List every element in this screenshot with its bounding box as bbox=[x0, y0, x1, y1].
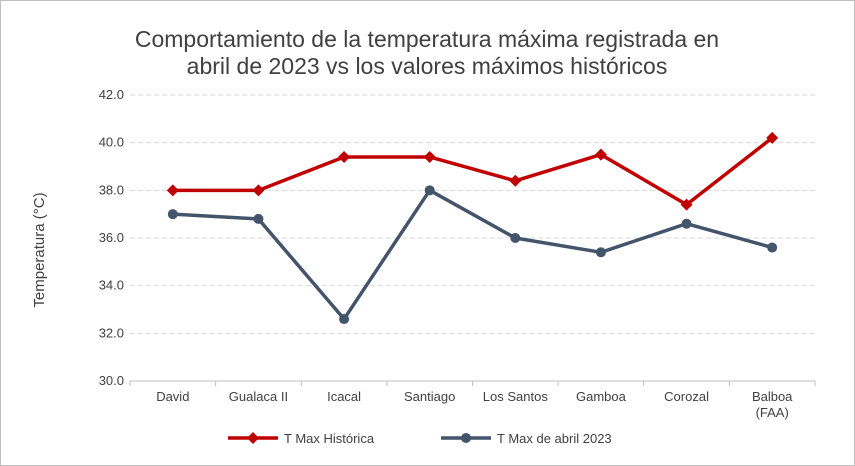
x-tick-label: Balboa bbox=[752, 389, 793, 404]
x-tick-label: Santiago bbox=[404, 389, 455, 404]
y-tick-label: 38.0 bbox=[99, 182, 124, 197]
x-tick-label: Los Santos bbox=[483, 389, 549, 404]
data-point bbox=[167, 209, 178, 220]
y-tick-label: 32.0 bbox=[99, 325, 124, 340]
x-tick-label: Icacal bbox=[327, 389, 361, 404]
y-tick-label: 36.0 bbox=[99, 230, 124, 245]
y-tick-label: 42.0 bbox=[99, 87, 124, 102]
data-point bbox=[594, 148, 607, 161]
data-point bbox=[595, 247, 606, 258]
chart-title-line-2: abril de 2023 vs los valores máximos his… bbox=[187, 53, 668, 79]
data-point bbox=[423, 150, 436, 163]
legend-label: T Max de abril 2023 bbox=[497, 431, 612, 446]
data-point bbox=[510, 233, 521, 243]
data-point bbox=[681, 218, 692, 229]
data-point bbox=[424, 185, 435, 196]
data-point bbox=[339, 314, 350, 325]
legend-marker bbox=[461, 433, 471, 443]
data-point bbox=[767, 242, 778, 253]
data-point bbox=[680, 198, 693, 211]
legend-label: T Max Histórica bbox=[284, 431, 375, 446]
y-tick-label: 34.0 bbox=[99, 278, 124, 293]
data-point bbox=[166, 184, 179, 197]
x-tick-label: Corozal bbox=[664, 389, 709, 404]
legend-marker bbox=[247, 432, 259, 444]
x-tick-label: Gualaca II bbox=[229, 389, 288, 404]
data-point bbox=[252, 184, 265, 197]
y-tick-label: 30.0 bbox=[99, 373, 124, 388]
x-tick-label: David bbox=[156, 389, 189, 404]
series-line-1 bbox=[172, 136, 774, 207]
data-point bbox=[509, 174, 522, 187]
y-tick-label: 40.0 bbox=[99, 135, 124, 150]
x-tick-label: (FAA) bbox=[756, 405, 789, 420]
data-point bbox=[338, 150, 351, 163]
x-tick-label: Gamboa bbox=[576, 389, 627, 404]
data-point bbox=[766, 131, 779, 144]
series-line-2 bbox=[172, 188, 773, 321]
y-axis-label: Temperatura (°C) bbox=[31, 192, 48, 307]
chart-title-line-1: Comportamiento de la temperatura máxima … bbox=[135, 26, 719, 52]
data-point bbox=[253, 213, 264, 224]
